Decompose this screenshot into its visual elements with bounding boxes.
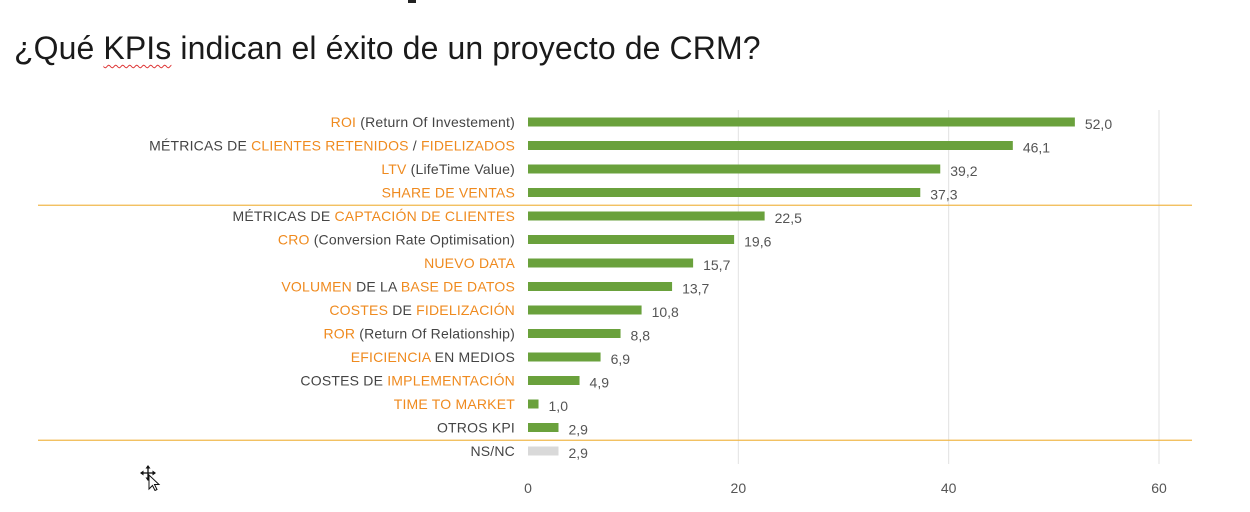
category-label-segment: ROI [331, 114, 357, 130]
bar [528, 423, 559, 432]
value-label: 10,8 [652, 304, 679, 320]
category-label: MÉTRICAS DE CLIENTES RETENIDOS / FIDELIZ… [149, 138, 515, 154]
category-label: ROR (Return Of Relationship) [323, 326, 515, 342]
category-label-segment: CLIENTES RETENIDOS [251, 138, 409, 154]
category-label-segment: CRO [278, 232, 310, 248]
category-label-segment: COSTES DE [300, 373, 387, 389]
bar [528, 376, 580, 385]
title-part-kpis: KPIs [103, 30, 172, 66]
bar [528, 329, 621, 338]
category-label-segment: EFICIENCIA [351, 349, 432, 365]
bar [528, 258, 694, 268]
bar [528, 399, 539, 409]
category-label-segment: LTV [381, 161, 407, 177]
category-label-segment: / [409, 138, 421, 154]
value-label: 8,8 [631, 328, 651, 344]
category-label-segment: FIDELIZACIÓN [416, 302, 515, 318]
category-label-segment: NS/NC [470, 443, 515, 459]
category-label-segment: MÉTRICAS DE [149, 138, 251, 154]
bar [528, 188, 921, 197]
category-label: TIME TO MARKET [394, 396, 516, 412]
title-part-1: ¿Qué [14, 30, 104, 66]
category-label: LTV (LifeTime Value) [381, 161, 515, 177]
category-label-segment: (LifeTime Value) [407, 161, 515, 177]
bar [528, 305, 642, 315]
category-label-segment: (Conversion Rate Optimisation) [310, 232, 515, 248]
value-label: 1,0 [549, 398, 569, 414]
category-label: OTROS KPI [437, 420, 515, 436]
category-label-segment: OTROS KPI [437, 420, 515, 436]
value-label: 37,3 [930, 187, 957, 203]
bar [528, 282, 673, 291]
x-tick-label: 0 [524, 480, 532, 496]
value-label: 6,9 [611, 351, 631, 367]
category-label-segment: FIDELIZADOS [421, 138, 515, 154]
bar [528, 211, 765, 221]
bar [528, 352, 601, 362]
x-tick-label: 40 [941, 480, 957, 496]
category-label-segment: (Return Of Investement) [356, 114, 515, 130]
category-label: ROI (Return Of Investement) [331, 114, 515, 130]
category-label-segment: VOLUMEN [281, 279, 352, 295]
category-label-segment: DE [388, 302, 416, 318]
category-label-segment: NUEVO DATA [424, 255, 515, 271]
x-tick-label: 60 [1151, 480, 1167, 496]
category-label: NUEVO DATA [424, 255, 515, 271]
category-label: COSTES DE FIDELIZACIÓN [329, 302, 515, 318]
category-label-segment: IMPLEMENTACIÓN [387, 373, 515, 389]
title-part-3: indican el éxito de un proyecto de CRM? [171, 30, 761, 66]
category-label-segment: COSTES [329, 302, 388, 318]
value-label: 13,7 [682, 281, 709, 297]
value-label: 2,9 [568, 445, 588, 461]
value-label: 22,5 [775, 210, 802, 226]
category-label-segment: (Return Of Relationship) [355, 326, 515, 342]
bar [528, 235, 735, 244]
value-label: 46,1 [1023, 140, 1050, 156]
category-label: MÉTRICAS DE CAPTACIÓN DE CLIENTES [233, 208, 516, 224]
move-cursor-icon [140, 465, 161, 491]
category-label-segment: CAPTACIÓN DE CLIENTES [334, 208, 515, 224]
bar [528, 141, 1013, 150]
category-label-segment: BASE DE DATOS [401, 279, 515, 295]
category-label-segment: DE LA [352, 279, 401, 295]
bar [528, 117, 1075, 127]
category-label: NS/NC [470, 443, 515, 459]
category-label-segment: ROR [323, 326, 355, 342]
category-label-segment: MÉTRICAS DE [233, 208, 335, 224]
bar [528, 446, 559, 456]
page-title: ¿Qué KPIs indican el éxito de un proyect… [14, 30, 761, 67]
top-edge-mark [408, 0, 416, 3]
category-label: CRO (Conversion Rate Optimisation) [278, 232, 515, 248]
value-label: 2,9 [568, 422, 588, 438]
value-label: 52,0 [1085, 116, 1112, 132]
category-label-segment: SHARE DE VENTAS [382, 185, 515, 201]
category-label-segment: TIME TO MARKET [394, 396, 516, 412]
category-label-segment: EN MEDIOS [431, 349, 515, 365]
category-label: COSTES DE IMPLEMENTACIÓN [300, 373, 515, 389]
value-label: 39,2 [950, 163, 977, 179]
value-label: 4,9 [590, 375, 610, 391]
value-label: 15,7 [703, 257, 730, 273]
category-label: VOLUMEN DE LA BASE DE DATOS [281, 279, 515, 295]
value-label: 19,6 [744, 234, 771, 250]
category-label: SHARE DE VENTAS [382, 185, 515, 201]
x-tick-label: 20 [731, 480, 747, 496]
category-label: EFICIENCIA EN MEDIOS [351, 349, 515, 365]
bar [528, 164, 941, 174]
